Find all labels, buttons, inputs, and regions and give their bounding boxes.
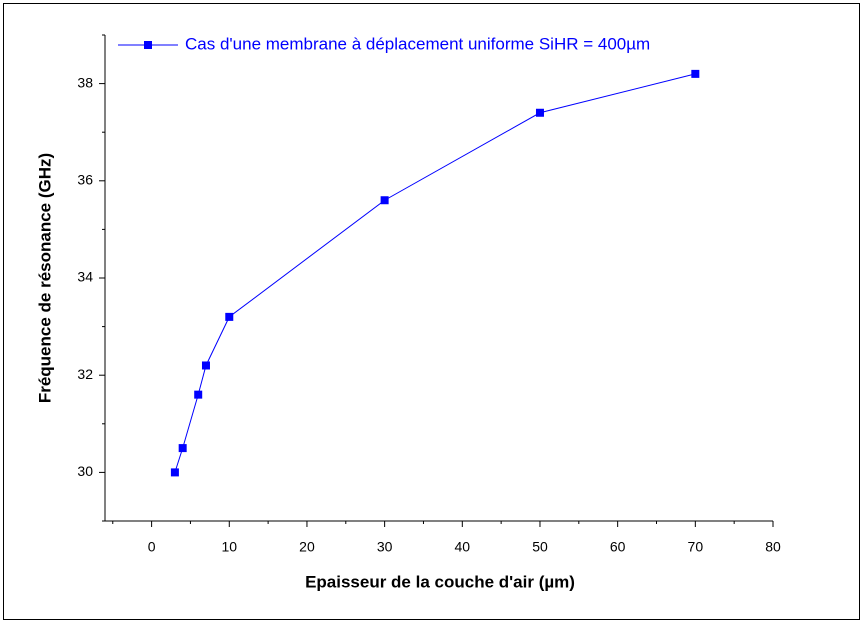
x-tick-label: 20	[299, 539, 315, 555]
data-point	[170, 468, 179, 477]
data-point	[201, 361, 210, 370]
x-tick-label: 60	[610, 539, 626, 555]
y-tick-label: 32	[77, 366, 93, 382]
x-tick-label: 70	[688, 539, 704, 555]
x-tick-label: 10	[221, 539, 237, 555]
y-tick-label: 36	[77, 172, 93, 188]
y-tick-label: 34	[77, 269, 93, 285]
x-tick-label: 40	[455, 539, 471, 555]
data-point	[225, 312, 234, 321]
y-tick-label: 30	[77, 463, 93, 479]
y-axis-title: Fréquence de résonance (GHz)	[35, 153, 54, 403]
x-axis-title: Epaisseur de la couche d'air (µm)	[305, 572, 575, 591]
series-line	[174, 73, 696, 473]
data-point	[535, 108, 544, 117]
legend-marker	[144, 41, 152, 49]
data-point	[691, 69, 700, 78]
x-tick-label: 80	[765, 539, 781, 555]
data-point	[178, 444, 187, 453]
data-point	[380, 196, 389, 205]
data-point	[194, 390, 203, 399]
x-tick-label: 30	[377, 539, 393, 555]
x-tick-label: 0	[148, 539, 156, 555]
frame	[3, 3, 860, 620]
y-tick-label: 38	[77, 74, 93, 90]
x-tick-label: 50	[532, 539, 548, 555]
legend-text: Cas d'une membrane à déplacement uniform…	[185, 34, 650, 53]
